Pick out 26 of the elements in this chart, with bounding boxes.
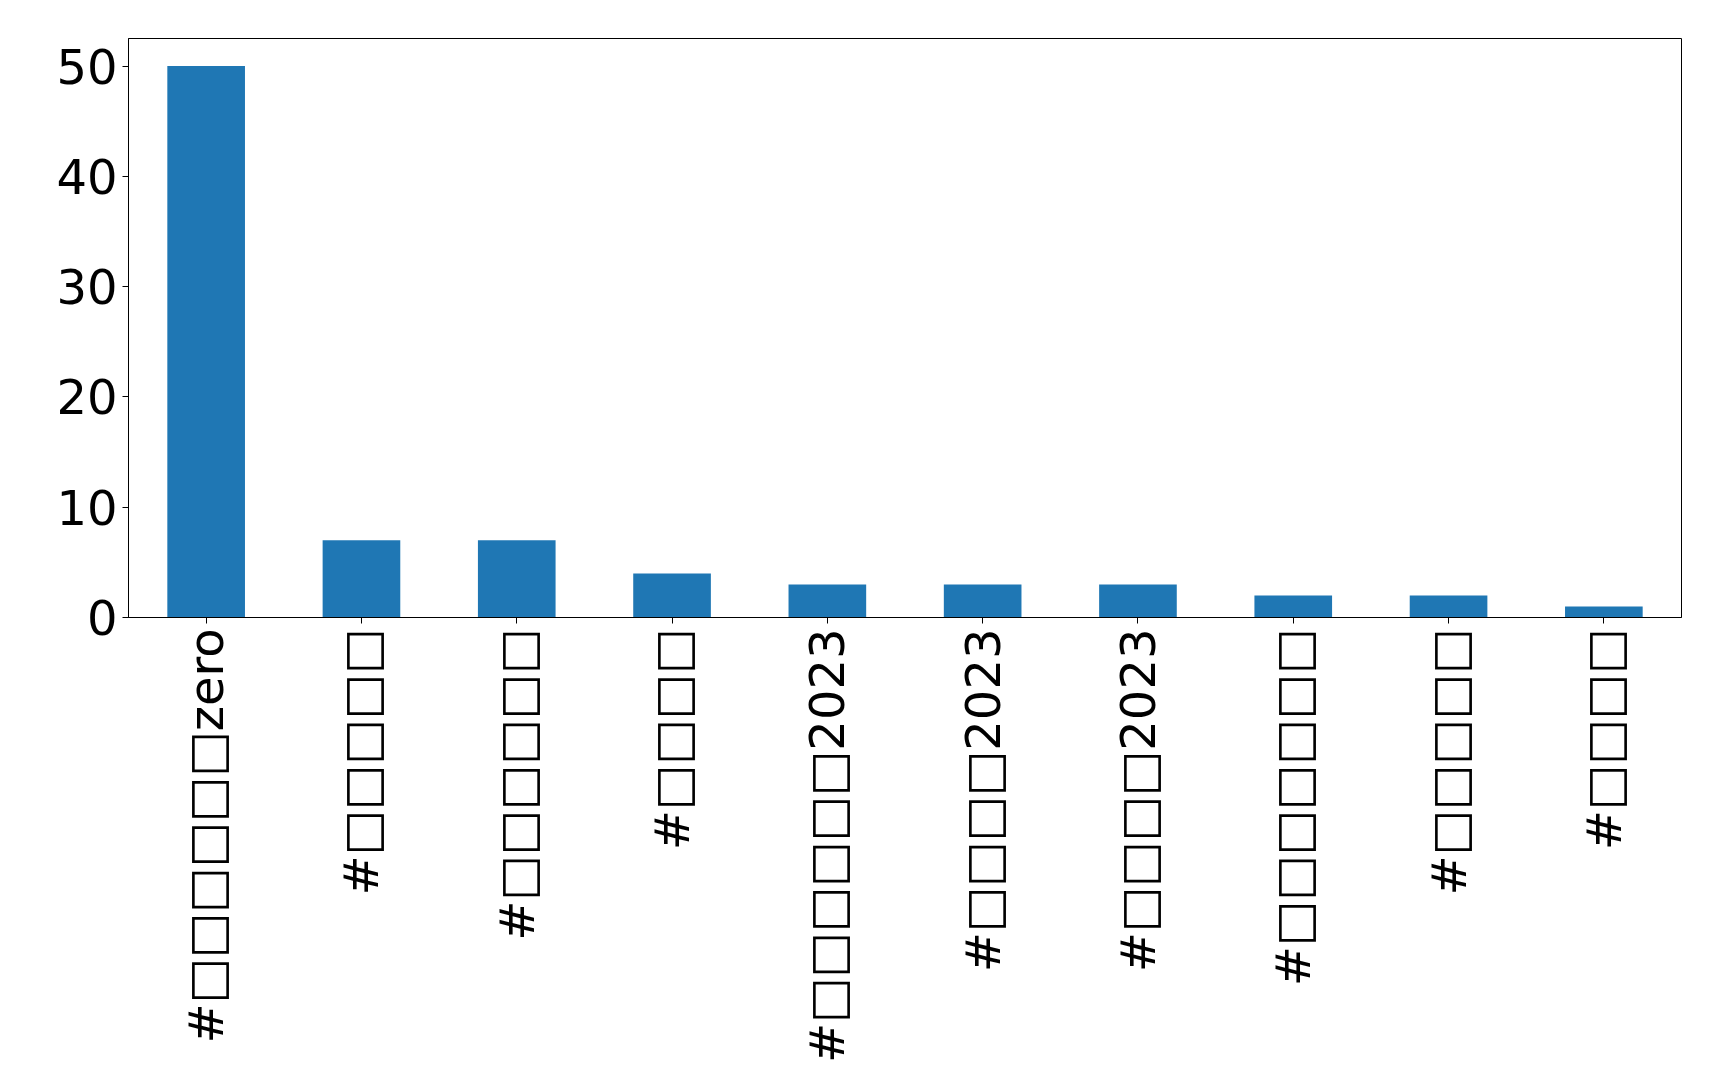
x-tick-label: #□□□□□ (333, 628, 390, 896)
x-tick-label: #□□□□□□zero (178, 628, 235, 1044)
y-tick-label: 10 (56, 479, 118, 536)
y-tick-label: 20 (56, 369, 118, 426)
bar (167, 66, 245, 618)
x-tick-label: #□□□□□ (1420, 628, 1477, 896)
x-tick-label: #□□□□2023 (1109, 628, 1166, 973)
bar (943, 584, 1022, 618)
bar (477, 540, 556, 618)
bar (1565, 606, 1643, 618)
bar (1254, 595, 1333, 618)
x-tick-label: #□□□□□□□ (1265, 628, 1322, 987)
x-tick-label: #□□□□ (644, 628, 701, 851)
bar (633, 573, 711, 618)
bar (322, 540, 401, 618)
y-tick-label: 50 (56, 38, 118, 95)
y-tick-label: 40 (56, 148, 118, 205)
x-tick-label: #□□□□□□2023 (799, 628, 856, 1063)
y-tick-label: 0 (86, 590, 118, 646)
bar (788, 584, 867, 618)
bar (1409, 595, 1488, 618)
x-tick-label: #□□□□2023 (954, 628, 1011, 973)
x-tick-label: #□□□□ (1575, 628, 1632, 851)
x-tick-label: #□□□□□□ (488, 628, 545, 941)
bar (1099, 584, 1177, 618)
y-tick-label: 30 (56, 259, 118, 316)
